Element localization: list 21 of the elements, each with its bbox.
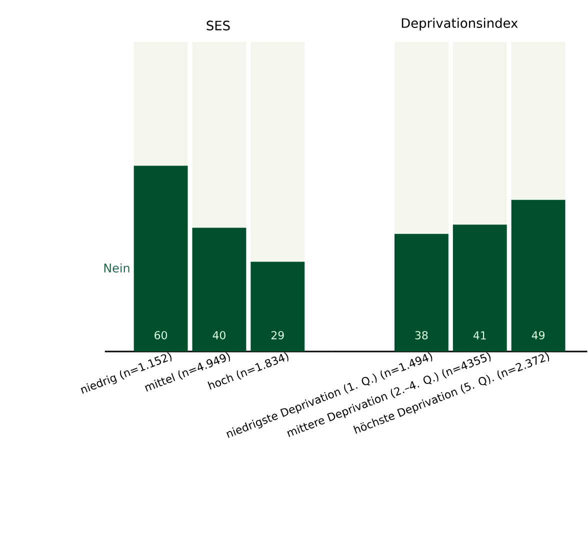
bar xyxy=(134,42,188,166)
chart-title: Deprivationsindex xyxy=(402,18,518,30)
bar xyxy=(394,42,448,234)
chart-title: SES xyxy=(206,20,230,30)
bar xyxy=(192,228,246,352)
data-label: 40 xyxy=(212,330,226,340)
bar xyxy=(452,42,507,224)
bar xyxy=(250,262,305,352)
series-label: Nein xyxy=(104,263,130,272)
bar xyxy=(250,42,305,262)
bar xyxy=(394,234,448,352)
data-label: 41 xyxy=(473,331,486,340)
bar xyxy=(452,224,507,352)
data-label: 38 xyxy=(415,330,428,340)
bar xyxy=(134,166,188,352)
data-label: 49 xyxy=(532,330,545,340)
data-label: 29 xyxy=(271,330,284,340)
bar xyxy=(192,42,246,228)
bar xyxy=(511,200,566,352)
data-label: 60 xyxy=(154,330,168,340)
bar xyxy=(511,42,566,200)
